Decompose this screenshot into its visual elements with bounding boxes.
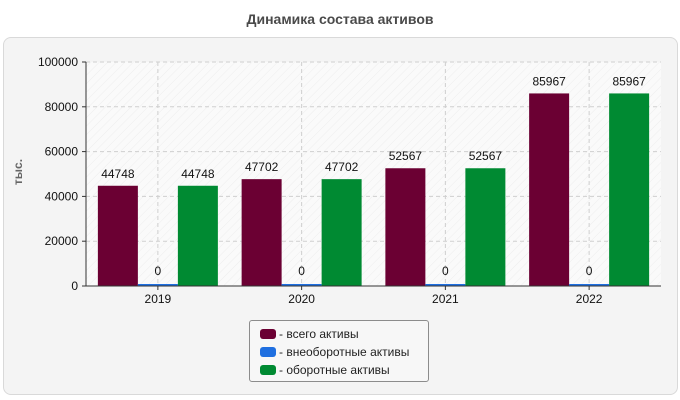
x-tick-label: 2022 [576,292,603,306]
x-tick-label: 2020 [288,292,315,306]
legend-label: - внеоборотные активы [279,345,410,359]
legend-swatch [260,365,276,375]
y-tick-label: 0 [71,279,78,293]
y-tick-label: 100000 [38,55,78,69]
data-label: 0 [298,264,305,278]
legend-item-noncurrent: - внеоборотные активы [250,343,428,361]
bar [609,93,650,286]
data-label: 47702 [245,160,279,174]
legend-item-current: - оборотные активы [250,361,428,379]
legend-swatch [260,329,276,339]
x-tick-label: 2019 [145,292,172,306]
bar [569,284,610,286]
y-tick-label: 80000 [45,100,79,114]
y-tick-label: 40000 [45,189,79,203]
data-label: 44748 [181,167,215,181]
data-label: 0 [442,264,449,278]
data-label: 52567 [469,149,503,163]
legend: - всего активы - внеоборотные активы - о… [249,320,429,382]
bar [177,185,218,286]
legend-label: - всего активы [279,327,359,341]
bar [321,179,362,286]
legend-label: - оборотные активы [279,363,390,377]
legend-item-total: - всего активы [250,325,428,343]
data-label: 0 [586,264,593,278]
data-label: 47702 [325,160,359,174]
legend-swatch [260,347,276,357]
bar [241,179,282,286]
bar [529,93,570,286]
data-label: 52567 [389,149,423,163]
bar [137,284,178,286]
data-label: 0 [155,264,162,278]
y-tick-label: 20000 [45,234,79,248]
x-tick-label: 2021 [432,292,459,306]
data-label: 85967 [532,74,566,88]
data-label: 85967 [612,74,646,88]
plot-area [86,62,661,286]
y-tick-label: 60000 [45,145,79,159]
data-label: 44748 [101,167,135,181]
bar [281,284,322,286]
bar [385,168,426,286]
bar [425,284,466,286]
bar [465,168,506,286]
chart-title: Динамика состава активов [246,11,434,27]
bar [97,185,138,286]
